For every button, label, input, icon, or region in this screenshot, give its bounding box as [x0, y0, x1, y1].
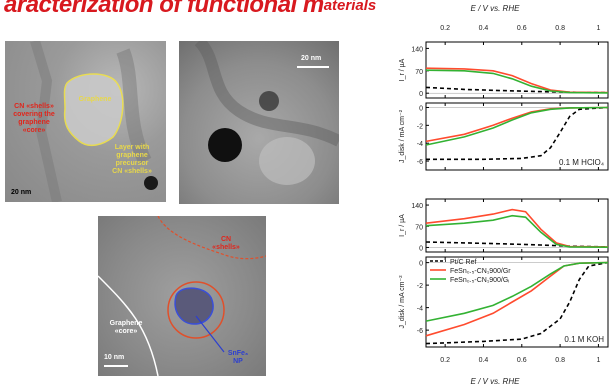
legend-label: FeSn₀.₅-CN₁900/Gr	[450, 268, 511, 275]
series-line	[426, 106, 609, 161]
tem-image-graphene-core: Graphene CN «shells» covering the graphe…	[5, 41, 166, 202]
series-line	[425, 106, 609, 143]
np-outline	[174, 287, 214, 325]
top-x-tick-label: 0.4	[479, 25, 489, 32]
y-tick-label: 140	[411, 203, 423, 210]
y-tick-label: -2	[417, 123, 423, 130]
scale-bar-c: 10 nm	[104, 354, 124, 361]
y-axis-label: J_disk / mA cm⁻²	[399, 109, 406, 163]
series-line	[425, 261, 609, 322]
scale-bar-a-text: 20 nm	[11, 189, 32, 196]
top-x-tick-label: 1	[596, 25, 600, 32]
panel-frame	[425, 102, 609, 171]
y-tick-label: -6	[417, 328, 423, 335]
panel-annotation: 0.1 M HClO₄	[559, 158, 604, 167]
series-line	[425, 214, 609, 248]
y-tick-label: 0	[419, 91, 423, 98]
rrde-chart: E / V vs. RHE E / V vs. RHE 0 70 140 I_r / …	[399, 4, 609, 385]
top-x-tick-label: 0.6	[517, 25, 527, 32]
label-graphene: Graphene	[78, 96, 112, 103]
page-title: aracterization of functional materials	[4, 0, 376, 19]
y-axis-label: J_disk / mA cm⁻²	[399, 275, 406, 329]
y-tick-label: 70	[415, 69, 423, 76]
tem-image-a-drawing	[30, 41, 158, 202]
panel-annotation: 0.1 M KOH	[564, 335, 604, 344]
panel-disk-alkaline: -6 -4 -2 0 J_disk / mA cm⁻² 0.1 M KOH	[399, 256, 609, 348]
bottom-x-tick-label: 0.8	[555, 357, 565, 364]
bottom-x-tick-label: 1	[596, 357, 600, 364]
title-tail: aterials	[323, 0, 377, 14]
bottom-x-tick-label: 0.6	[517, 357, 527, 364]
top-x-tick-label: 0.8	[555, 25, 565, 32]
series-line	[425, 208, 609, 248]
scale-bar-a: 20 nm	[11, 189, 31, 196]
y-axis-label: I_r / µA	[399, 214, 406, 237]
tem-image-c-drawing	[98, 216, 266, 376]
y-axis-label: I_r / µA	[399, 58, 406, 81]
label-cn-shells: CN «shells» covering the graphene «core»	[13, 103, 55, 134]
legend-label: Pt/C Ref	[450, 259, 477, 266]
y-tick-label: -4	[417, 306, 423, 313]
cn-shell-circle	[167, 281, 225, 339]
chart-panels: 0 70 140 I_r / µA -6 -4 -2 0 J_disk / mA cm⁻² 0.1…	[399, 25, 609, 364]
tem-image-nanoparticles: 20 nm	[179, 41, 339, 204]
graphene-edge-line	[98, 275, 159, 376]
scale-bar-b-text: 20 nm	[301, 55, 322, 62]
tem-image-core-shell: CN «shells» Graphene «core» SnFe₃ NP 10 …	[98, 216, 266, 376]
y-tick-label: 70	[415, 224, 423, 231]
y-tick-label: 0	[419, 261, 423, 268]
y-tick-label: 0	[419, 105, 423, 112]
y-tick-label: -4	[417, 141, 423, 148]
panel-ring-acid: 0 70 140 I_r / µA	[399, 41, 609, 99]
label-graphene-core: Graphene «core»	[109, 320, 143, 335]
label-cn-shells-c: CN «shells»	[212, 236, 240, 251]
panel-frame	[425, 41, 609, 99]
bottom-axis-label: E / V vs. RHE	[471, 377, 521, 385]
label-snfe-np: SnFe₃ NP	[227, 350, 249, 365]
y-tick-label: 0	[419, 245, 423, 252]
y-tick-label: -6	[417, 159, 423, 166]
top-x-tick-label: 0.2	[440, 25, 450, 32]
y-tick-label: -2	[417, 283, 423, 290]
scale-bar-b: 20 nm	[301, 55, 321, 62]
graphene-outline	[63, 73, 124, 147]
series-line	[425, 69, 609, 94]
y-tick-label: 140	[411, 46, 423, 53]
tem-image-b-drawing	[194, 41, 339, 185]
nanoparticle-dot	[144, 176, 158, 190]
nanoparticle-large	[208, 128, 242, 162]
panel-disk-acid: -6 -4 -2 0 J_disk / mA cm⁻² 0.1 M HClO₄	[399, 102, 609, 171]
bottom-x-tick-label: 0.2	[440, 357, 450, 364]
top-axis-label: E / V vs. RHE	[471, 4, 521, 13]
label-precursor-layer: Layer with graphene precursor CN «shells…	[112, 144, 152, 175]
panel-ring-alkaline: 0 70 140 I_r / µA	[399, 198, 609, 253]
scale-bar-c-text: 10 nm	[104, 354, 125, 361]
chart-legend: Pt/C Ref FeSn₀.₅-CN₁900/Gr FeSn₀.₅-CN₁900/…	[430, 259, 511, 284]
title-main: aracterization of functional m	[4, 0, 324, 18]
series-line	[425, 106, 609, 146]
series-line	[425, 261, 609, 345]
panel-frame	[425, 256, 609, 348]
legend-label: FeSn₀.₅-CN₁900/Gᵢ	[450, 277, 509, 284]
bottom-x-tick-label: 0.4	[479, 357, 489, 364]
